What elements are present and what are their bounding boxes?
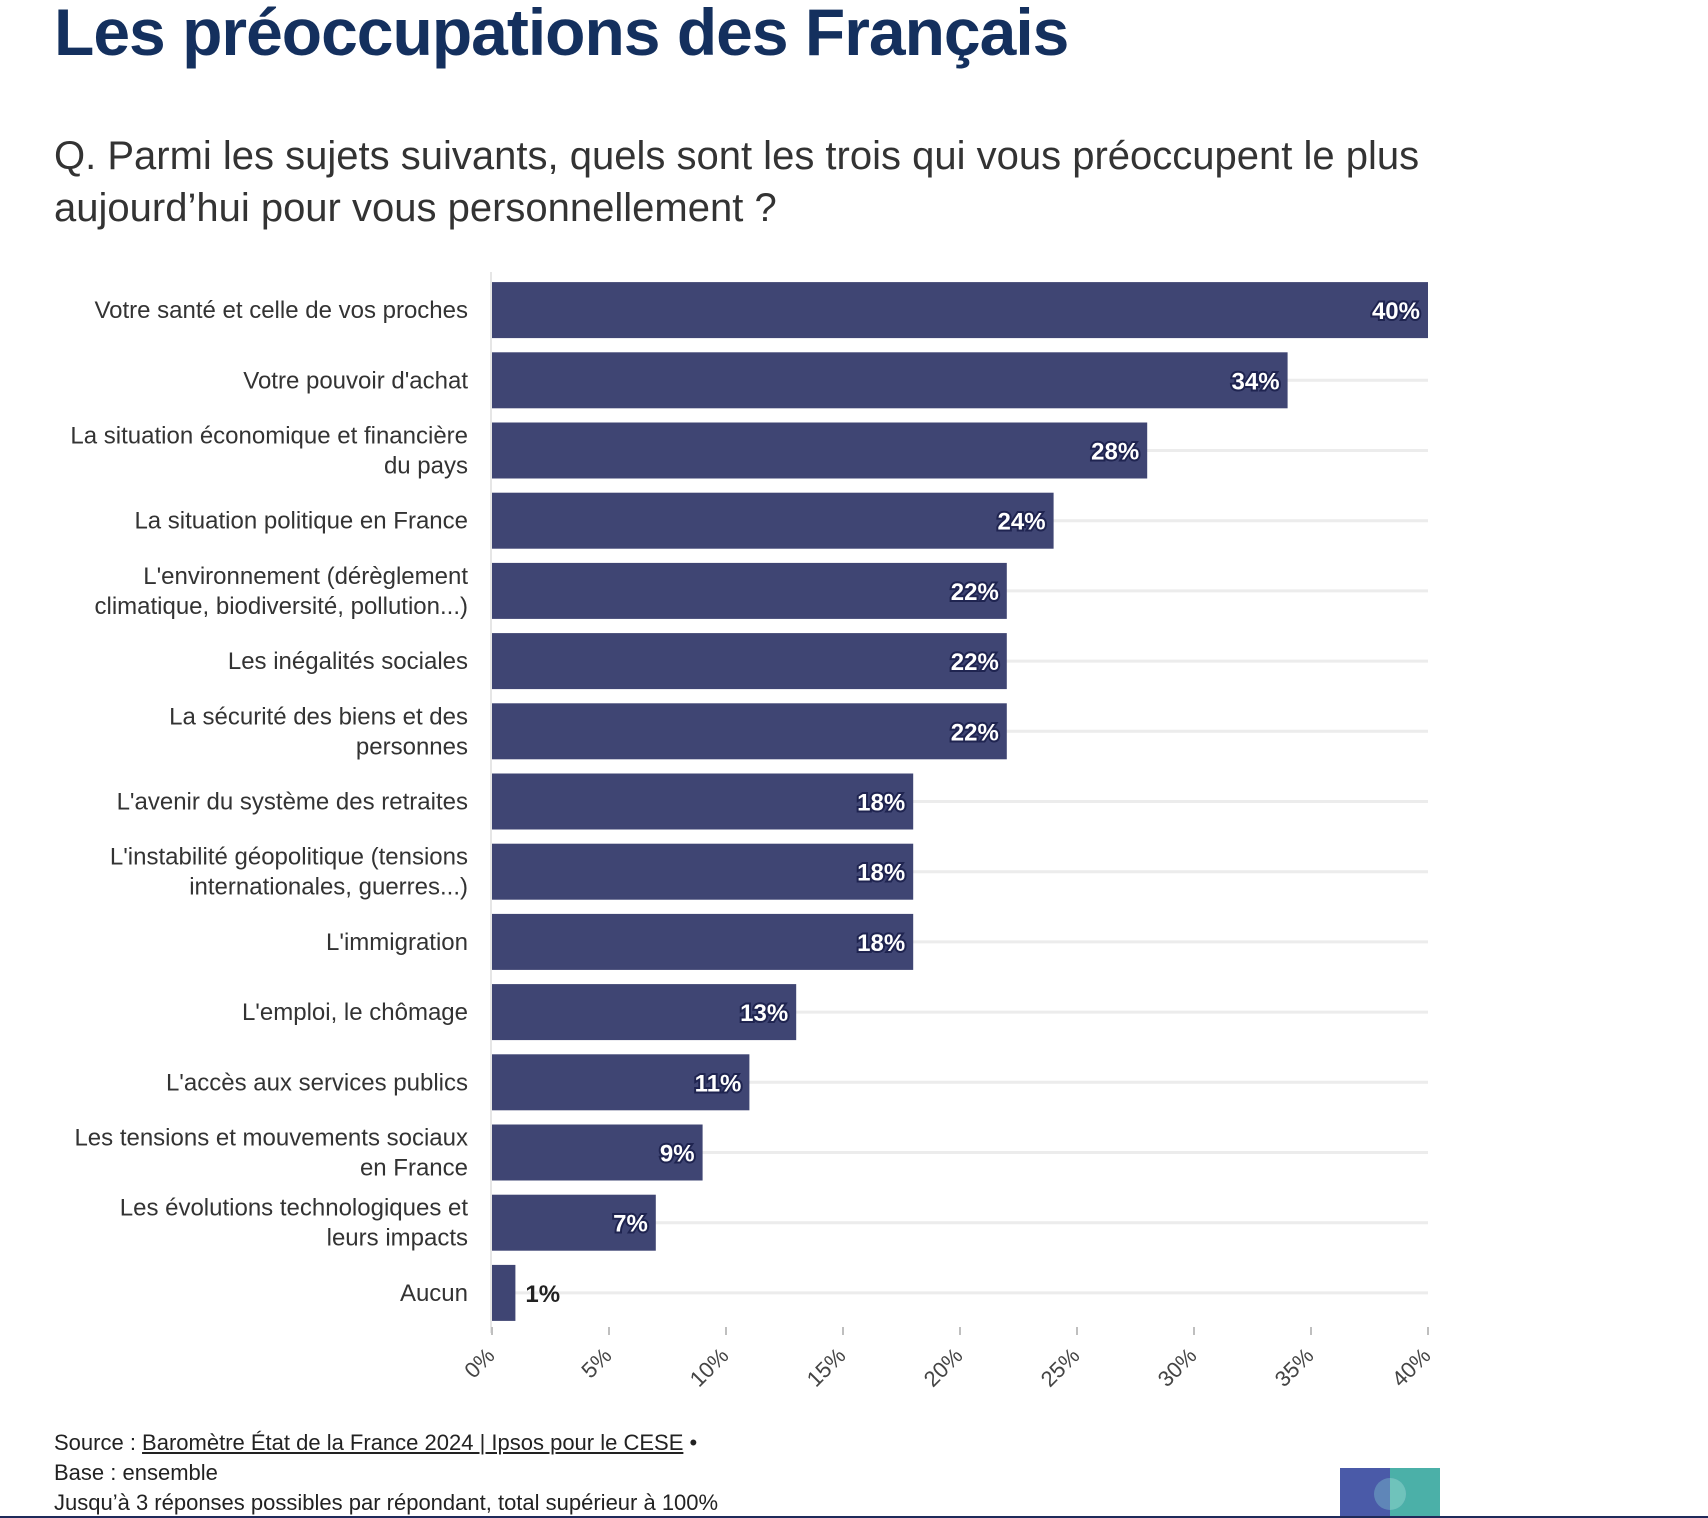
chart-title: Les préoccupations des Français xyxy=(54,0,1069,69)
data-label: 24% xyxy=(998,509,1046,536)
data-label: 11% xyxy=(695,1070,742,1097)
bottom-divider xyxy=(0,1516,1708,1518)
bar xyxy=(492,633,1007,690)
data-label: 1% xyxy=(525,1281,560,1308)
data-label: 22% xyxy=(951,719,999,746)
category-label: La situation politique en France xyxy=(134,508,468,535)
bar-chart: 0% 5% 10% 15% 20% 25% 30% 35% 40% Votre santé et … xyxy=(70,272,1436,1392)
bar xyxy=(492,1054,750,1111)
x-tick-label: 35% xyxy=(1270,1343,1319,1392)
x-tick-label: 10% xyxy=(685,1343,734,1392)
category-label: Votre santé et celle de vos proches xyxy=(94,297,468,324)
responses-note: Jusqu’à 3 réponses possibles par réponda… xyxy=(54,1490,719,1515)
cese-logo-icon xyxy=(1340,1468,1440,1518)
data-label: 28% xyxy=(1091,439,1139,466)
data-label: 9% xyxy=(660,1141,695,1168)
x-tick-label: 5% xyxy=(576,1343,616,1383)
data-label: 22% xyxy=(951,649,999,676)
bar xyxy=(492,1264,516,1321)
source-prefix: Source : xyxy=(54,1430,143,1455)
category-label: Les évolutions technologiques et leurs im… xyxy=(120,1195,469,1252)
x-tick-label: 40% xyxy=(1387,1343,1436,1392)
chart-footer: Source : Baromètre État de la France 202… xyxy=(54,1428,718,1518)
data-label: 18% xyxy=(857,860,905,887)
category-label: L'accès aux services publics xyxy=(166,1069,468,1096)
category-label: L'environnement (dérèglement climatique, … xyxy=(94,563,468,620)
category-label: La sécurité des biens et des personnes xyxy=(169,703,468,760)
data-label: 18% xyxy=(857,930,905,957)
data-label: 7% xyxy=(613,1211,648,1238)
data-label: 22% xyxy=(951,579,999,606)
data-label: 34% xyxy=(1232,368,1280,395)
data-label: 13% xyxy=(740,1000,788,1027)
bar xyxy=(492,492,1054,549)
data-label: 18% xyxy=(857,790,905,817)
category-label: L'avenir du système des retraites xyxy=(117,789,468,816)
bar xyxy=(492,1194,656,1251)
category-label: L'immigration xyxy=(326,929,468,956)
x-tick-label: 25% xyxy=(1036,1343,1085,1392)
category-label: La situation économique et financière du … xyxy=(70,423,468,480)
x-tick-label: 30% xyxy=(1153,1343,1202,1392)
category-label: Les inégalités sociales xyxy=(228,648,468,675)
x-tick-label: 15% xyxy=(802,1343,851,1392)
bar xyxy=(492,703,1007,760)
x-tick-label: 20% xyxy=(919,1343,968,1392)
source-suffix: • xyxy=(683,1430,698,1455)
bar xyxy=(492,843,914,900)
bar xyxy=(492,984,797,1041)
data-label: 40% xyxy=(1372,298,1420,325)
category-label: Aucun xyxy=(400,1280,468,1307)
category-label: Les tensions et mouvements sociaux en Fra… xyxy=(74,1125,468,1182)
base-note: Base : ensemble xyxy=(54,1460,218,1485)
category-label: Votre pouvoir d'achat xyxy=(243,367,468,394)
x-tick-label: 0% xyxy=(459,1343,499,1383)
bar xyxy=(492,773,914,830)
bar xyxy=(492,282,1428,339)
source-link[interactable]: Baromètre État de la France 2024 | Ipsos… xyxy=(142,1430,684,1455)
category-label: L'instabilité géopolitique (tensions inte… xyxy=(110,844,468,901)
bar xyxy=(492,422,1148,479)
bar xyxy=(492,913,914,970)
bar xyxy=(492,352,1288,409)
category-label: L'emploi, le chômage xyxy=(242,999,468,1026)
bar xyxy=(492,562,1007,619)
chart-subtitle: Q. Parmi les sujets suivants, quels sont… xyxy=(54,134,1420,230)
bar xyxy=(492,1124,703,1181)
source-line: Source : Baromètre État de la France 202… xyxy=(54,1428,718,1458)
